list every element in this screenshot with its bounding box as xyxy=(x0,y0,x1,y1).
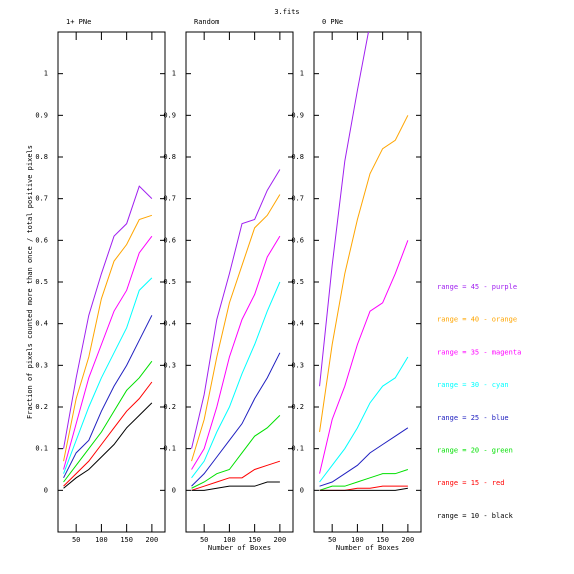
y-tick-label: 0.9 xyxy=(291,111,304,119)
y-tick-label: 0.9 xyxy=(163,111,176,119)
y-tick-label: 0.2 xyxy=(291,403,304,411)
y-tick-label: 1 xyxy=(172,70,176,78)
y-tick-label: 1 xyxy=(44,70,48,78)
series-line xyxy=(63,235,153,470)
y-tick-label: 0.5 xyxy=(163,278,176,286)
x-tick-label: 200 xyxy=(146,536,159,544)
y-tick-label: 0.6 xyxy=(291,236,304,244)
y-tick-label: 0.3 xyxy=(291,361,304,369)
panel-title: 1+ PNe xyxy=(66,18,91,26)
series-line xyxy=(319,485,408,491)
y-tick-label: 0.1 xyxy=(291,445,304,453)
series-line xyxy=(63,360,153,483)
y-tick-label: 0.3 xyxy=(35,361,48,369)
y-tick-label: 0.1 xyxy=(163,445,176,453)
x-tick-label: 150 xyxy=(376,536,389,544)
x-tick-label: 100 xyxy=(351,536,364,544)
series-line xyxy=(319,427,409,487)
series-line xyxy=(191,460,281,491)
legend-entry: range = 40 - orange xyxy=(437,316,517,324)
plot-frame xyxy=(185,31,294,533)
y-tick-label: 0.6 xyxy=(35,236,48,244)
y-tick-label: 0 xyxy=(300,486,304,494)
x-tick-label: 100 xyxy=(95,536,108,544)
legend-entry: range = 30 - cyan xyxy=(437,381,509,389)
x-tick-label: 50 xyxy=(200,536,208,544)
series-line xyxy=(191,481,280,491)
panel-title: Random xyxy=(194,18,219,26)
y-tick-label: 0.7 xyxy=(291,195,304,203)
x-tick-label: 50 xyxy=(328,536,336,544)
y-tick-label: 0.6 xyxy=(163,236,176,244)
series-line xyxy=(191,169,281,449)
series-line xyxy=(63,214,153,462)
series-line xyxy=(191,235,281,470)
y-tick-label: 0.8 xyxy=(35,153,48,161)
series-line xyxy=(191,352,281,487)
series-line xyxy=(191,281,281,479)
x-tick-label: 200 xyxy=(402,536,415,544)
x-tick-label: 50 xyxy=(72,536,80,544)
series-line xyxy=(191,194,281,462)
legend-entry: range = 20 - green xyxy=(437,447,513,455)
series-line xyxy=(319,240,409,474)
y-tick-label: 0 xyxy=(44,486,48,494)
panel-title: 0 PNe xyxy=(322,18,343,26)
y-tick-label: 0 xyxy=(172,486,176,494)
series-line xyxy=(319,469,409,491)
legend-entry: range = 25 - blue xyxy=(437,414,509,422)
legend-entry: range = 15 - red xyxy=(437,479,504,487)
y-tick-label: 0.7 xyxy=(35,195,48,203)
legend-entry: range = 45 - purple xyxy=(437,283,517,291)
y-tick-label: 0.4 xyxy=(163,320,176,328)
series-line xyxy=(63,277,153,474)
x-axis-label: Number of Boxes xyxy=(336,544,399,552)
x-tick-label: 150 xyxy=(248,536,261,544)
y-tick-label: 0.5 xyxy=(291,278,304,286)
y-tick-label: 0.4 xyxy=(291,320,304,328)
series-line xyxy=(191,414,281,489)
y-tick-label: 0.2 xyxy=(163,403,176,411)
y-tick-label: 0.5 xyxy=(35,278,48,286)
y-tick-label: 0.8 xyxy=(163,153,176,161)
series-line xyxy=(319,356,409,483)
y-tick-label: 0.8 xyxy=(291,153,304,161)
x-axis-label: Number of Boxes xyxy=(208,544,271,552)
figure-title: 3.fits xyxy=(274,8,299,16)
series-line xyxy=(319,487,408,491)
y-tick-label: 0.7 xyxy=(163,195,176,203)
x-tick-label: 100 xyxy=(223,536,236,544)
series-line xyxy=(63,185,153,449)
y-tick-label: 0.2 xyxy=(35,403,48,411)
series-line xyxy=(319,115,409,433)
x-tick-label: 200 xyxy=(274,536,287,544)
y-tick-label: 0.3 xyxy=(163,361,176,369)
y-tick-label: 0.4 xyxy=(35,320,48,328)
series-line xyxy=(63,402,153,489)
y-tick-label: 0.1 xyxy=(35,445,48,453)
y-axis-label: Fraction of pixels counted more than onc… xyxy=(26,145,34,419)
y-tick-label: 1 xyxy=(300,70,304,78)
series-line xyxy=(63,381,153,487)
series-line xyxy=(63,315,153,479)
legend-entry: range = 10 - black xyxy=(437,512,514,520)
y-tick-label: 0.9 xyxy=(35,111,48,119)
x-tick-label: 150 xyxy=(120,536,133,544)
series-line xyxy=(319,32,369,387)
legend-entry: range = 35 - magenta xyxy=(437,348,521,356)
